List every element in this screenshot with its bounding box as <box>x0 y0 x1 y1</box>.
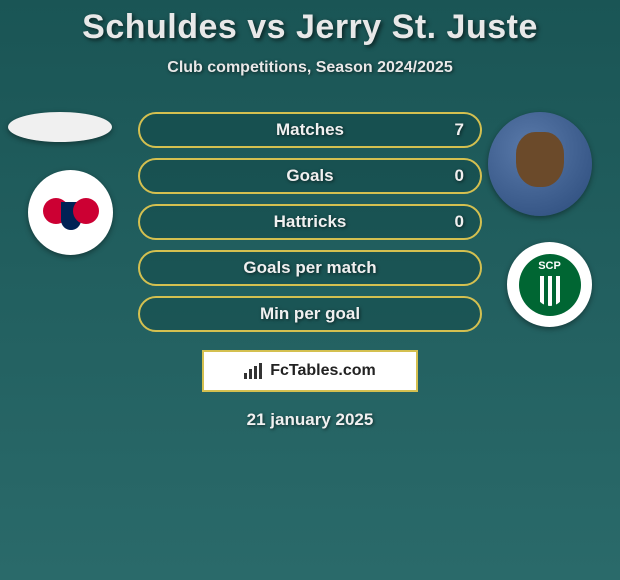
stat-value-right: 0 <box>455 212 464 232</box>
fctables-label: FcTables.com <box>270 362 376 380</box>
player-left-avatar <box>8 112 112 142</box>
stat-rows: Matches 7 Goals 0 Hattricks 0 Goals per … <box>138 112 482 342</box>
stat-label: Hattricks <box>140 212 480 232</box>
fctables-badge[interactable]: FcTables.com <box>202 350 418 392</box>
comparison-area: Matches 7 Goals 0 Hattricks 0 Goals per … <box>0 112 620 342</box>
stat-row-matches: Matches 7 <box>138 112 482 148</box>
team-right-badge <box>507 242 592 327</box>
sporting-logo-icon <box>519 254 581 316</box>
team-left-badge <box>28 170 113 255</box>
stat-row-hattricks: Hattricks 0 <box>138 204 482 240</box>
stat-label: Matches <box>140 120 480 140</box>
stat-row-min-per-goal: Min per goal <box>138 296 482 332</box>
subtitle: Club competitions, Season 2024/2025 <box>0 59 620 77</box>
stat-value-right: 0 <box>455 166 464 186</box>
player-right-avatar <box>488 112 592 216</box>
rb-leipzig-logo-icon <box>41 190 101 235</box>
date-line: 21 january 2025 <box>0 410 620 430</box>
stat-label: Min per goal <box>140 304 480 324</box>
stat-value-right: 7 <box>455 120 464 140</box>
page-title: Schuldes vs Jerry St. Juste <box>0 0 620 47</box>
stat-label: Goals <box>140 166 480 186</box>
stat-label: Goals per match <box>140 258 480 278</box>
stat-row-goals-per-match: Goals per match <box>138 250 482 286</box>
stat-row-goals: Goals 0 <box>138 158 482 194</box>
bar-chart-icon <box>244 363 264 379</box>
